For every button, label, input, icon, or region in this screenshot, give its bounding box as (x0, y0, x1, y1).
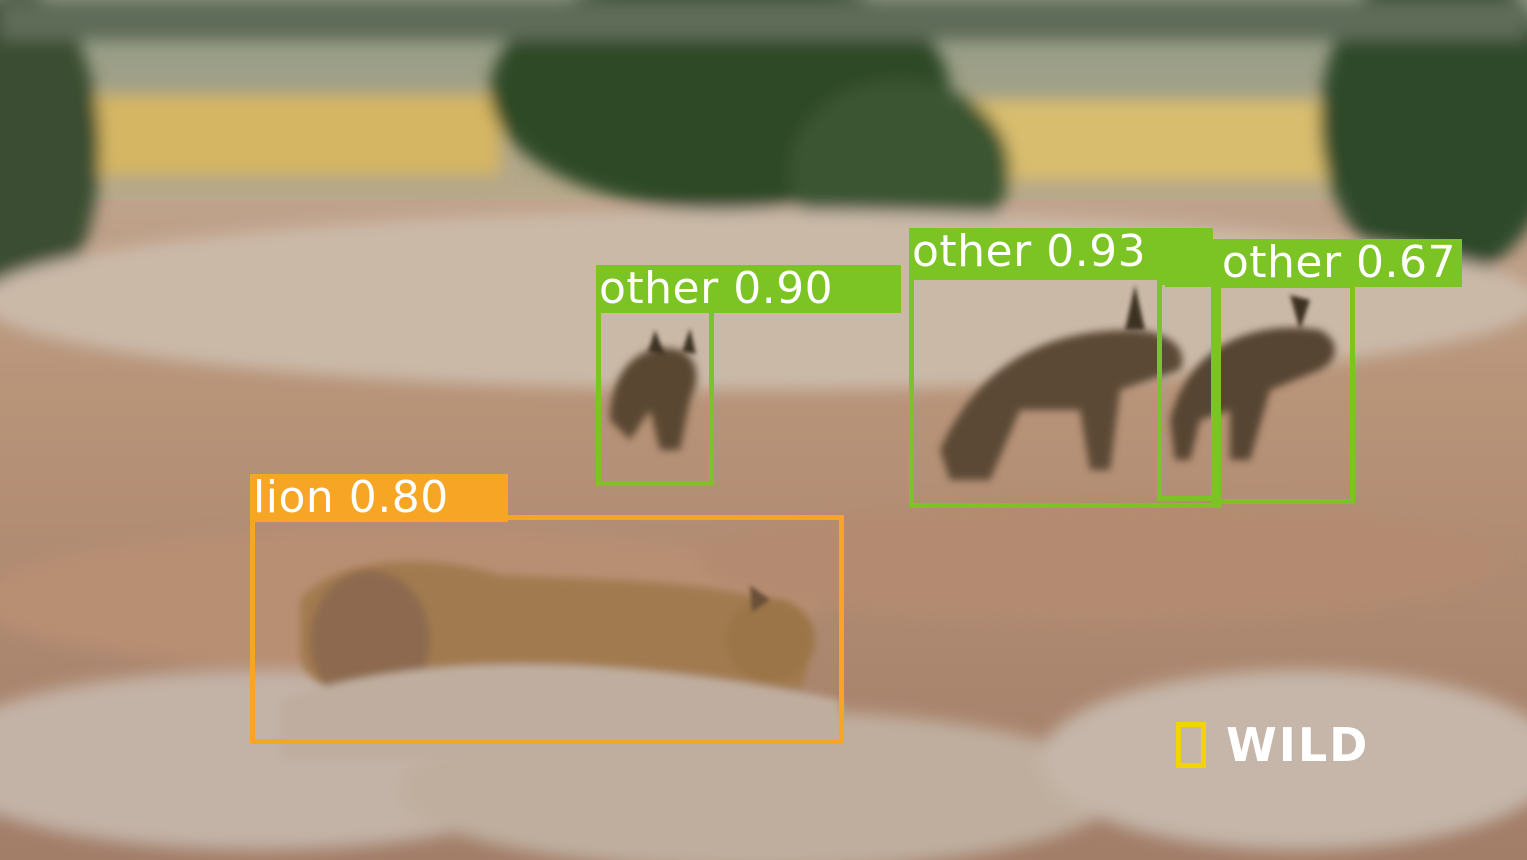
dog1-bounding-box (596, 308, 714, 486)
dog1-label: other 0.90 (596, 265, 901, 313)
dog4-bounding-box (1157, 280, 1221, 501)
yellow-frame-icon (1176, 722, 1206, 768)
logo-text: WILD (1226, 718, 1370, 772)
dog3-bounding-box (1211, 283, 1355, 504)
dog3-label: other 0.67 (1165, 239, 1462, 287)
dog2-label: other 0.93 (909, 228, 1213, 276)
lion-label: lion 0.80 (250, 474, 508, 522)
lion-bounding-box (250, 515, 844, 744)
natgeo-wild-logo: WILD (1176, 715, 1369, 775)
